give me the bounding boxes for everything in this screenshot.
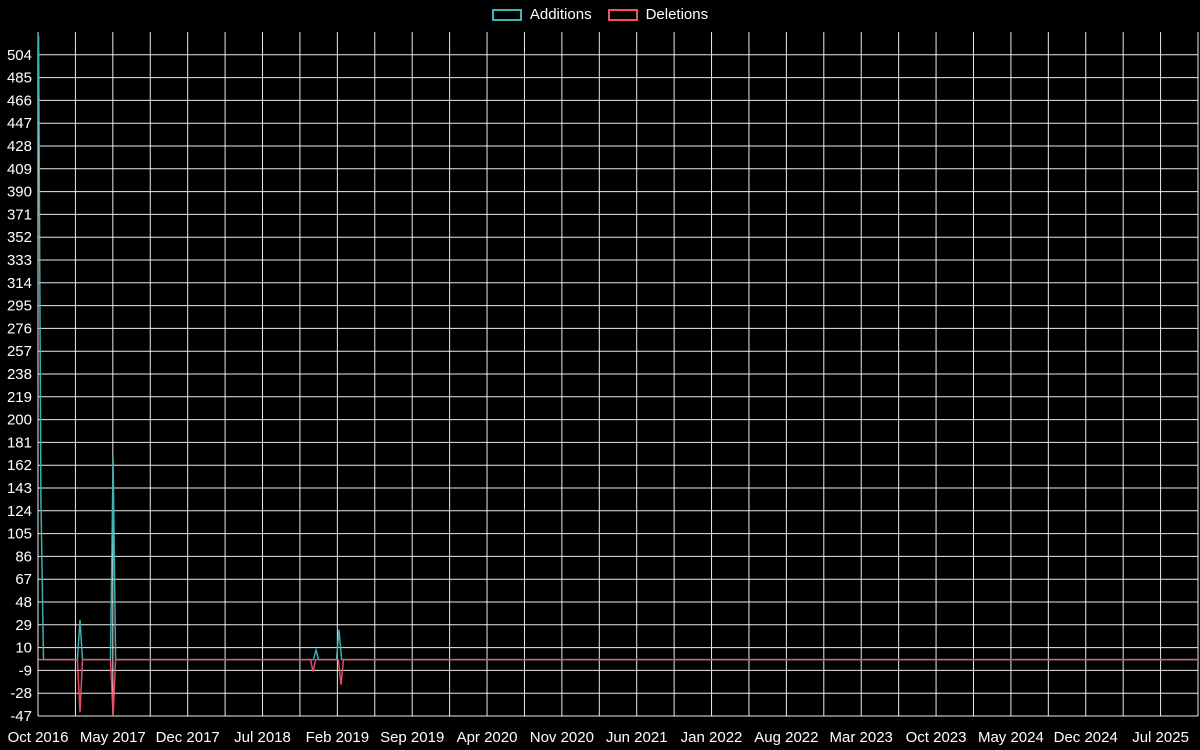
y-axis-tick-label: 29 — [15, 617, 32, 634]
y-axis-tick-label: 200 — [7, 412, 32, 429]
x-axis-tick-label: Nov 2020 — [530, 729, 594, 746]
legend-item-deletions[interactable]: Deletions — [607, 6, 709, 23]
y-axis-tick-label: -28 — [10, 685, 32, 702]
y-axis-tick-label: 143 — [7, 480, 32, 497]
y-axis-tick-label: 333 — [7, 252, 32, 269]
legend-label-additions: Additions — [529, 6, 592, 23]
y-axis-tick-label: 295 — [7, 298, 32, 315]
y-axis-tick-label: 181 — [7, 434, 32, 451]
y-axis-tick-label: 238 — [7, 366, 32, 383]
y-axis-tick-label: 390 — [7, 184, 32, 201]
y-axis-tick-label: -47 — [10, 708, 32, 725]
additions-line — [37, 35, 1198, 661]
y-axis-tick-label: 48 — [15, 594, 32, 611]
y-axis-tick-label: 352 — [7, 229, 32, 246]
x-axis-tick-label: Aug 2022 — [754, 729, 818, 746]
y-axis-tick-label: 105 — [7, 526, 32, 543]
y-axis-tick-label: 162 — [7, 457, 32, 474]
x-axis-tick-label: Apr 2020 — [457, 729, 518, 746]
y-axis-tick-label: 447 — [7, 115, 32, 132]
y-axis-tick-label: 409 — [7, 161, 32, 178]
x-axis-tick-label: Feb 2019 — [306, 729, 369, 746]
y-axis-tick-label: 504 — [7, 47, 32, 64]
x-axis-tick-label: Oct 2016 — [8, 729, 69, 746]
y-axis-tick-label: 219 — [7, 389, 32, 406]
x-axis-tick-label: Sep 2019 — [380, 729, 444, 746]
legend-label-deletions: Deletions — [645, 6, 709, 23]
y-axis-tick-label: 371 — [7, 206, 32, 223]
legend-swatch-deletions — [607, 8, 638, 21]
y-axis-tick-label: 124 — [7, 503, 32, 520]
legend-item-additions[interactable]: Additions — [491, 6, 592, 23]
deletions-line — [38, 658, 1198, 717]
x-axis-tick-label: Oct 2023 — [906, 729, 967, 746]
legend-swatch-additions — [491, 8, 522, 21]
y-axis-tick-label: 276 — [7, 320, 32, 337]
x-axis-tick-label: Mar 2023 — [830, 729, 893, 746]
x-axis-tick-label: Dec 2024 — [1054, 729, 1118, 746]
x-axis-tick-label: May 2017 — [80, 729, 146, 746]
y-axis-tick-label: 10 — [15, 640, 32, 657]
chart-legend: Additions Deletions — [0, 6, 1200, 23]
x-axis-tick-label: Dec 2017 — [156, 729, 220, 746]
x-axis-tick-label: May 2024 — [978, 729, 1044, 746]
y-axis-tick-label: 466 — [7, 92, 32, 109]
y-axis-tick-label: 67 — [15, 571, 32, 588]
y-axis-tick-label: 485 — [7, 70, 32, 87]
y-axis-tick-label: 314 — [7, 275, 32, 292]
x-axis-tick-label: Jun 2021 — [606, 729, 668, 746]
x-axis-tick-label: Jul 2025 — [1132, 729, 1189, 746]
y-axis-tick-label: -9 — [19, 662, 32, 679]
y-axis-tick-label: 257 — [7, 343, 32, 360]
y-axis-tick-label: 86 — [15, 548, 32, 565]
x-axis-tick-label: Jul 2018 — [234, 729, 291, 746]
y-axis-tick-label: 428 — [7, 138, 32, 155]
x-axis-tick-label: Jan 2022 — [681, 729, 743, 746]
